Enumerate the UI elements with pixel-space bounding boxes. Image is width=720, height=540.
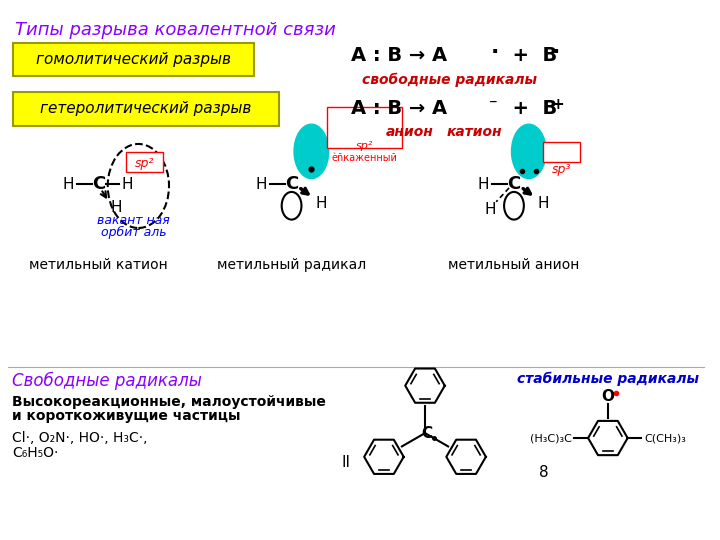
Text: метильный анион: метильный анион xyxy=(449,258,580,272)
Text: метильный радикал: метильный радикал xyxy=(217,258,366,272)
Text: sp²: sp² xyxy=(356,141,374,151)
Text: (H₃C)₃C: (H₃C)₃C xyxy=(530,433,572,443)
FancyBboxPatch shape xyxy=(13,92,279,126)
Text: ·: · xyxy=(552,42,560,62)
Text: H: H xyxy=(63,177,74,192)
Text: +: + xyxy=(552,97,564,112)
Text: C(CH₃)₃: C(CH₃)₃ xyxy=(644,433,686,443)
Text: и короткоживущие частицы: и короткоживущие частицы xyxy=(12,409,240,423)
Text: Типы разрыва ковалентной связи: Типы разрыва ковалентной связи xyxy=(15,21,336,39)
Text: C: C xyxy=(92,175,105,193)
Text: ⁻: ⁻ xyxy=(490,96,498,114)
Text: гетеролитический разрыв: гетеролитический разрыв xyxy=(40,102,251,117)
Text: II: II xyxy=(341,455,351,470)
Text: sp³: sp³ xyxy=(552,163,571,176)
Text: свободные радикалы: свободные радикалы xyxy=(362,73,537,87)
Text: H: H xyxy=(485,202,496,217)
Text: C₆H₅O·: C₆H₅O· xyxy=(12,446,58,460)
FancyBboxPatch shape xyxy=(125,152,163,172)
Text: A : B → A: A : B → A xyxy=(351,99,447,118)
Text: Высокореакционные, малоустойчивые: Высокореакционные, малоустойчивые xyxy=(12,395,325,409)
Text: ·: · xyxy=(491,42,500,62)
Text: катион: катион xyxy=(446,125,503,139)
Ellipse shape xyxy=(294,124,328,179)
Text: орбит аль: орбит аль xyxy=(101,226,166,239)
Text: H: H xyxy=(538,196,549,211)
FancyBboxPatch shape xyxy=(543,143,580,162)
Text: C: C xyxy=(508,175,521,193)
Text: èñкаженный: èñкаженный xyxy=(332,153,397,163)
Text: стабильные радикалы: стабильные радикалы xyxy=(517,372,699,386)
Text: гомолитический разрыв: гомолитический разрыв xyxy=(36,52,231,67)
Text: Cl·, O₂N·, HO·, H₃C·,: Cl·, O₂N·, HO·, H₃C·, xyxy=(12,431,148,445)
Text: +  B: + B xyxy=(499,46,557,65)
Ellipse shape xyxy=(511,124,546,179)
Ellipse shape xyxy=(282,192,302,220)
Text: H: H xyxy=(122,177,133,192)
Text: Свободные радикалы: Свободные радикалы xyxy=(12,372,202,390)
Text: O: O xyxy=(601,389,614,404)
Text: C: C xyxy=(421,426,433,441)
Text: H: H xyxy=(315,196,327,211)
Text: H: H xyxy=(255,177,266,192)
Text: C: C xyxy=(285,175,298,193)
Text: A : B → A: A : B → A xyxy=(351,46,447,65)
Text: анион: анион xyxy=(386,125,434,139)
Text: H: H xyxy=(477,177,489,192)
Text: вакант ная: вакант ная xyxy=(97,214,170,227)
Text: +  B: + B xyxy=(499,99,557,118)
Text: sp²: sp² xyxy=(135,157,154,170)
Ellipse shape xyxy=(504,192,524,220)
FancyBboxPatch shape xyxy=(327,107,402,148)
Text: метильный катион: метильный катион xyxy=(30,258,168,272)
Text: H: H xyxy=(111,200,122,215)
FancyBboxPatch shape xyxy=(13,43,254,76)
Text: 8: 8 xyxy=(539,465,549,480)
